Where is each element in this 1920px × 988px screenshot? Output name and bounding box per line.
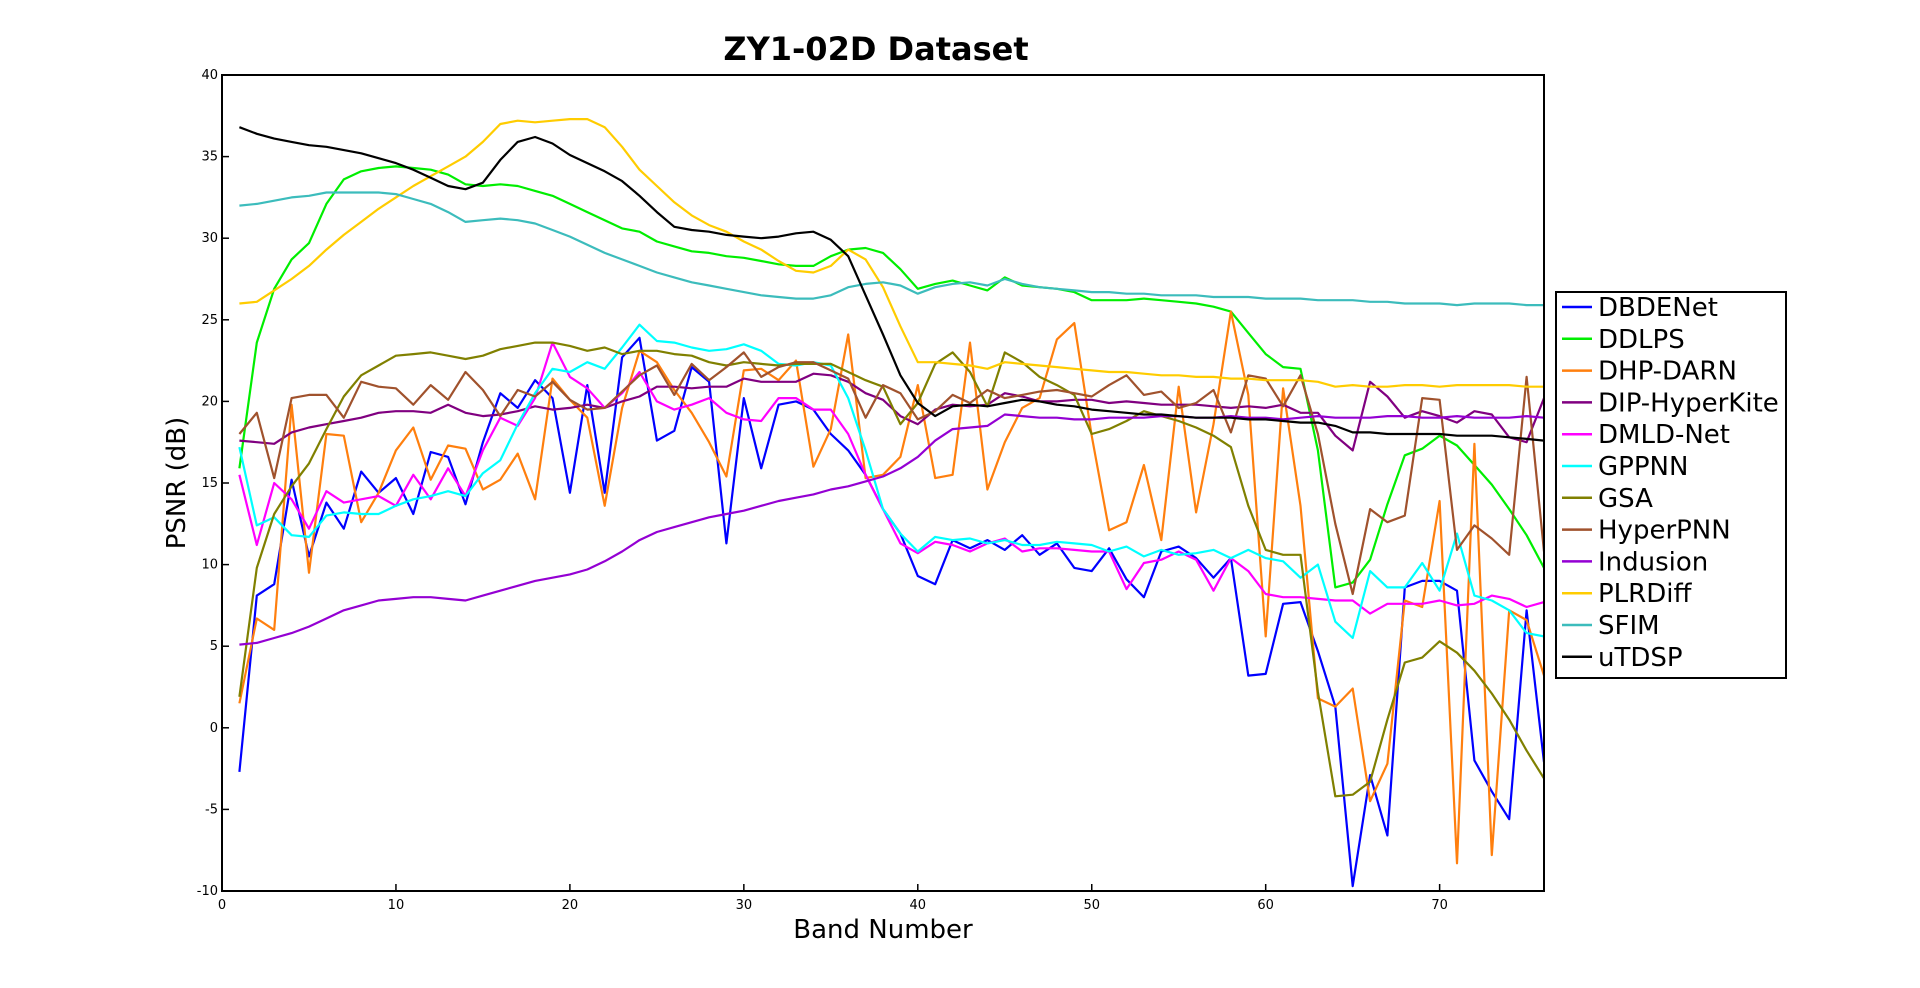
chart-title: ZY1-02D Dataset	[723, 30, 1028, 68]
y-tick-label: 35	[201, 150, 218, 165]
series-line-gsa	[238, 341, 1544, 798]
legend-label: DDLPS	[1598, 325, 1685, 355]
x-tick-label: 40	[910, 898, 927, 913]
series-line-dmld-net	[238, 341, 1544, 615]
legend-label: Indusion	[1598, 547, 1708, 577]
legend-label: SFIM	[1598, 611, 1660, 641]
x-tick-label: 70	[1431, 898, 1448, 913]
y-tick-label: 20	[201, 394, 218, 409]
series-line-ddlps	[238, 165, 1544, 589]
x-axis-label: Band Number	[793, 915, 973, 945]
x-tick-label: 60	[1257, 898, 1274, 913]
y-tick-label: 10	[201, 558, 218, 573]
series-line-gppnn	[238, 323, 1544, 640]
series-line-hyperpnn	[238, 351, 1544, 596]
y-axis-label: PSNR (dB)	[162, 417, 192, 550]
x-tick-label: 50	[1083, 898, 1100, 913]
series-line-indusion	[239, 413, 1544, 646]
series-line-plrdiff	[239, 117, 1544, 388]
legend-label: GPPNN	[1598, 452, 1688, 482]
legend-box	[1555, 291, 1787, 679]
series-line-dhp-darn	[238, 310, 1544, 865]
legend-label: DHP-DARN	[1598, 357, 1737, 387]
legend-label: DMLD-Net	[1598, 420, 1730, 450]
x-tick-label: 30	[736, 898, 753, 913]
plot-area	[221, 74, 1545, 892]
legend-label: GSA	[1598, 484, 1653, 514]
series-layer	[238, 117, 1544, 888]
series-line-sfim	[239, 191, 1544, 307]
x-tick-label: 20	[562, 898, 579, 913]
y-tick-label: -5	[205, 802, 218, 817]
y-tick-label: -10	[197, 884, 218, 899]
y-tick-label: 5	[210, 639, 218, 654]
legend-label: uTDSP	[1598, 643, 1683, 673]
y-tick-label: 15	[201, 476, 218, 491]
x-axis: 0 10 20 30 40 50 60 70	[218, 884, 1448, 913]
y-axis: -10 -5 0 5 10 15 20 25 30 35 40	[197, 68, 229, 899]
legend: DBDENetDDLPSDHP-DARNDIP-HyperKiteDMLD-Ne…	[1555, 291, 1787, 679]
series-line-utdsp	[239, 126, 1544, 442]
y-tick-label: 0	[210, 721, 218, 736]
legend-label: DIP-HyperKite	[1598, 388, 1779, 418]
y-tick-label: 30	[201, 231, 218, 246]
y-tick-label: 40	[201, 68, 218, 83]
x-tick-label: 0	[218, 898, 226, 913]
legend-label: DBDENet	[1598, 293, 1718, 323]
legend-label: HyperPNN	[1598, 516, 1731, 546]
x-tick-label: 10	[388, 898, 405, 913]
y-tick-label: 25	[201, 313, 218, 328]
legend-label: PLRDiff	[1598, 579, 1692, 609]
